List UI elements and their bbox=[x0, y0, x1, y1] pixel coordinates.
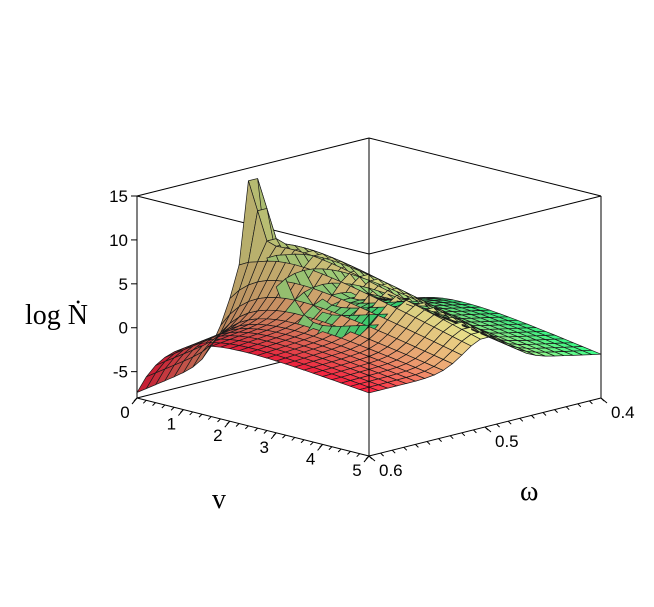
z-tick-label: 15 bbox=[109, 187, 128, 206]
y-minor-tick bbox=[368, 455, 373, 460]
x-minor-tick bbox=[133, 397, 138, 402]
x-tick-label: 0 bbox=[120, 403, 129, 422]
x-minor-tick bbox=[198, 413, 203, 418]
x-minor-tick bbox=[365, 455, 370, 460]
axis-labels: log Ṅ v ω bbox=[25, 300, 538, 515]
z-tick-label: 10 bbox=[109, 231, 128, 250]
x-minor-tick bbox=[152, 402, 156, 406]
y-minor-tick bbox=[589, 400, 593, 405]
x-minor-tick bbox=[291, 437, 296, 441]
box-edge bbox=[136, 397, 370, 457]
y-minor-tick bbox=[519, 417, 524, 422]
x-minor-tick bbox=[161, 404, 166, 409]
y-minor-tick bbox=[496, 423, 500, 428]
x-minor-tick bbox=[170, 406, 175, 411]
x-minor-tick bbox=[142, 399, 147, 404]
x-tick-label: 1 bbox=[167, 415, 176, 434]
z-tick-label: -5 bbox=[113, 363, 128, 382]
surface-cell bbox=[136, 372, 157, 394]
x-minor-tick bbox=[217, 418, 221, 423]
y-minor-tick bbox=[391, 449, 396, 454]
y-minor-tick bbox=[600, 397, 605, 402]
x-minor-tick bbox=[189, 411, 194, 416]
y-tick-label: 0.6 bbox=[379, 461, 403, 480]
x-minor-tick bbox=[300, 439, 305, 444]
x-minor-tick bbox=[254, 427, 258, 432]
x-minor-tick bbox=[207, 416, 212, 420]
y-minor-tick bbox=[438, 438, 442, 442]
x-minor-tick bbox=[235, 423, 240, 427]
x-minor-tick bbox=[180, 409, 184, 413]
x-minor-tick bbox=[226, 420, 231, 425]
y-minor-tick bbox=[461, 432, 466, 437]
y-minor-tick bbox=[484, 426, 489, 431]
x-minor-tick bbox=[309, 441, 314, 446]
y-tick-label: 0.5 bbox=[495, 432, 519, 451]
y-minor-tick bbox=[426, 441, 431, 445]
x-minor-tick bbox=[272, 432, 277, 437]
y-minor-tick bbox=[554, 409, 558, 413]
x-minor-tick bbox=[263, 430, 268, 434]
x-tick-label: 3 bbox=[259, 438, 268, 457]
y-minor-tick bbox=[531, 415, 535, 419]
x-minor-tick bbox=[328, 446, 333, 451]
x-minor-tick bbox=[356, 453, 361, 458]
surface-mesh bbox=[136, 178, 602, 394]
box-edge bbox=[368, 137, 602, 197]
box-edge bbox=[136, 137, 370, 197]
y-minor-tick bbox=[380, 452, 384, 457]
y-minor-tick bbox=[415, 444, 419, 448]
z-tick-label: 5 bbox=[119, 275, 128, 294]
x-minor-tick bbox=[337, 448, 342, 453]
y-minor-tick bbox=[565, 406, 570, 411]
z-axis-label: log Ṅ bbox=[25, 300, 88, 331]
y-minor-tick bbox=[403, 446, 408, 451]
z-tick-label: 0 bbox=[119, 319, 128, 338]
y-tick-label: 0.4 bbox=[611, 403, 635, 422]
x-tick-label: 4 bbox=[306, 449, 315, 468]
box-edge bbox=[368, 195, 602, 255]
y-minor-tick bbox=[577, 403, 582, 408]
x-minor-tick bbox=[319, 444, 323, 448]
surface-cell bbox=[535, 351, 555, 357]
x-minor-tick bbox=[347, 451, 351, 455]
y-minor-tick bbox=[473, 429, 477, 434]
y-minor-tick bbox=[449, 435, 454, 440]
y-minor-tick bbox=[507, 420, 512, 425]
x-axis-label: v bbox=[212, 484, 226, 515]
y-minor-tick bbox=[542, 412, 547, 416]
y-axis-label: ω bbox=[520, 476, 538, 507]
x-tick-label: 5 bbox=[352, 461, 361, 480]
x-minor-tick bbox=[282, 434, 286, 439]
axis-ticks: 15 10 5 0 -5 0 1 2 3 4 5 0.4 0.5 0.6 bbox=[109, 187, 635, 480]
x-minor-tick bbox=[245, 425, 249, 430]
x-tick-label: 2 bbox=[213, 426, 222, 445]
